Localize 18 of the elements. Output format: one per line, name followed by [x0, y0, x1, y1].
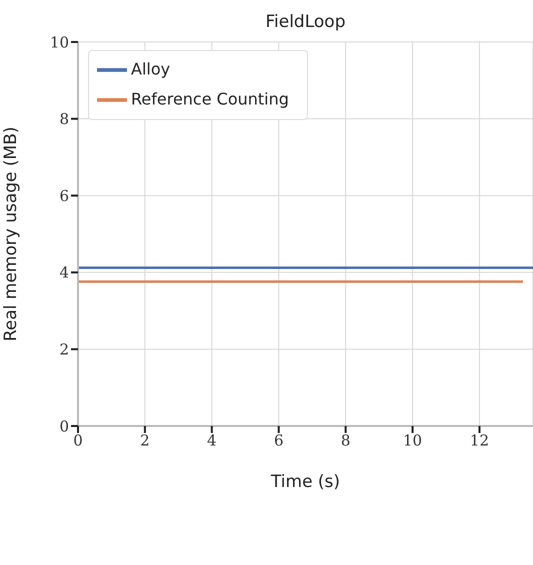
y-axis-title: Real memory usage (MB) — [1, 126, 22, 342]
x-tick-label: 12 — [470, 432, 490, 450]
x-tick-label: 10 — [403, 432, 422, 450]
legend-label: Alloy — [131, 59, 170, 78]
y-tick-label: 2 — [59, 340, 69, 359]
chart-title: FieldLoop — [264, 12, 346, 32]
y-tick-label: 8 — [59, 110, 69, 128]
y-tick-label: 6 — [59, 186, 69, 205]
y-tick-label: 0 — [59, 417, 69, 436]
x-tick-label: 4 — [207, 432, 217, 450]
x-tick-label: 0 — [73, 432, 83, 450]
x-tick-label: 2 — [140, 432, 150, 450]
legend-label: Reference Counting — [131, 89, 289, 108]
x-tick-label: 6 — [274, 432, 284, 450]
y-tick-label: 10 — [50, 33, 69, 52]
x-axis-title: Time (s) — [270, 472, 340, 492]
x-tick-label: 8 — [340, 432, 350, 450]
y-tick-label: 4 — [59, 264, 69, 282]
